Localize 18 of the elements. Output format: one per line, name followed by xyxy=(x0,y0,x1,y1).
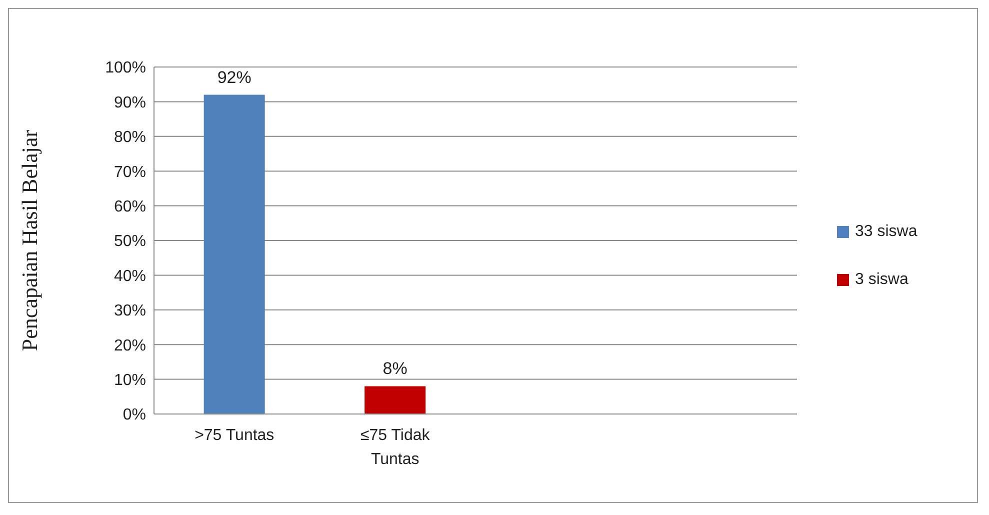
y-axis-title: Pencapaian Hasil Belajar xyxy=(16,129,42,352)
legend-label: 3 siswa xyxy=(855,270,908,288)
y-tick-label: 100% xyxy=(105,60,146,77)
y-tick-label: 70% xyxy=(114,164,146,181)
x-tick-label: >75 Tuntas xyxy=(194,427,274,444)
data-label: 8% xyxy=(382,359,408,378)
y-tick-label: 40% xyxy=(114,268,146,285)
y-tick-label: 0% xyxy=(122,406,146,424)
legend-label: 33 siswa xyxy=(855,222,918,240)
y-tick-label: 20% xyxy=(114,337,146,354)
y-tick-label: 50% xyxy=(114,233,146,250)
data-label: 92% xyxy=(217,68,252,87)
x-tick-label: ≤75 Tidak Tuntas xyxy=(360,427,431,468)
y-tick-label: 60% xyxy=(114,198,146,216)
y-tick-label: 30% xyxy=(114,302,146,320)
y-tick-label: 90% xyxy=(114,94,146,112)
y-tick-label: 10% xyxy=(114,372,146,389)
y-tick-label: 80% xyxy=(114,129,146,146)
